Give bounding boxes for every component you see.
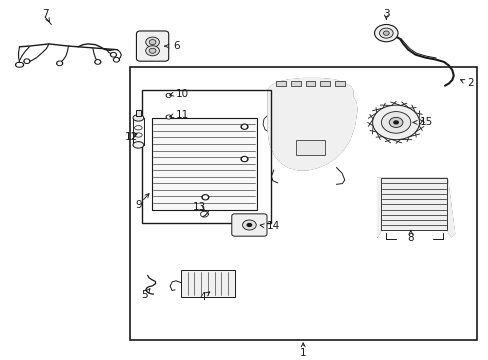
Text: 14: 14 [266, 221, 279, 231]
Circle shape [203, 196, 207, 199]
Bar [136, 109, 141, 116]
Bar [133, 118, 143, 145]
Bar [381, 178, 447, 230]
Circle shape [17, 64, 20, 66]
Circle shape [96, 61, 99, 63]
Text: 3: 3 [382, 9, 389, 19]
Text: 11: 11 [176, 110, 189, 120]
Text: 2: 2 [466, 78, 473, 88]
Circle shape [115, 59, 118, 61]
Circle shape [19, 64, 22, 66]
Circle shape [24, 59, 30, 63]
Circle shape [242, 220, 256, 230]
Text: 1: 1 [299, 348, 306, 358]
Bar [305, 81, 315, 86]
Circle shape [149, 40, 156, 45]
Text: 13: 13 [192, 202, 206, 212]
Polygon shape [267, 97, 356, 170]
Circle shape [379, 28, 392, 38]
Text: 10: 10 [176, 89, 189, 99]
Circle shape [112, 54, 115, 56]
Circle shape [388, 117, 402, 127]
Text: 8: 8 [407, 233, 413, 243]
Text: 5: 5 [141, 290, 147, 300]
Bar [142, 90, 271, 223]
Circle shape [381, 112, 410, 133]
Text: 15: 15 [419, 117, 432, 127]
Circle shape [25, 60, 28, 62]
Circle shape [242, 125, 246, 128]
Text: 4: 4 [199, 292, 206, 302]
Text: 7: 7 [41, 9, 48, 19]
Circle shape [18, 63, 23, 67]
Circle shape [374, 24, 397, 42]
Circle shape [383, 31, 388, 35]
Circle shape [166, 94, 171, 97]
Circle shape [246, 223, 252, 227]
Bar [129, 67, 476, 340]
Circle shape [113, 58, 119, 62]
Circle shape [241, 124, 247, 129]
Bar [320, 81, 329, 86]
FancyBboxPatch shape [231, 214, 266, 236]
Bar [181, 270, 234, 297]
Bar [290, 81, 300, 86]
Circle shape [241, 157, 247, 162]
Polygon shape [377, 178, 454, 237]
Circle shape [58, 62, 61, 64]
Bar [276, 81, 285, 86]
FancyBboxPatch shape [136, 31, 168, 61]
Circle shape [372, 105, 419, 140]
Circle shape [392, 120, 398, 125]
Text: 9: 9 [135, 200, 142, 210]
Ellipse shape [133, 114, 143, 121]
Text: 12: 12 [124, 132, 138, 142]
Bar [295, 140, 325, 155]
Circle shape [167, 94, 170, 96]
Bar [151, 118, 256, 210]
Circle shape [166, 115, 171, 119]
Ellipse shape [133, 141, 143, 148]
Circle shape [16, 63, 21, 67]
Circle shape [57, 61, 62, 66]
Circle shape [202, 195, 208, 200]
Circle shape [95, 60, 101, 64]
Circle shape [242, 158, 246, 161]
Circle shape [145, 37, 159, 47]
Bar [151, 118, 256, 210]
Polygon shape [267, 78, 352, 97]
Circle shape [167, 116, 170, 118]
Circle shape [145, 46, 159, 56]
Circle shape [110, 53, 116, 57]
Circle shape [149, 48, 156, 53]
Bar [334, 81, 344, 86]
Text: 6: 6 [173, 41, 180, 51]
